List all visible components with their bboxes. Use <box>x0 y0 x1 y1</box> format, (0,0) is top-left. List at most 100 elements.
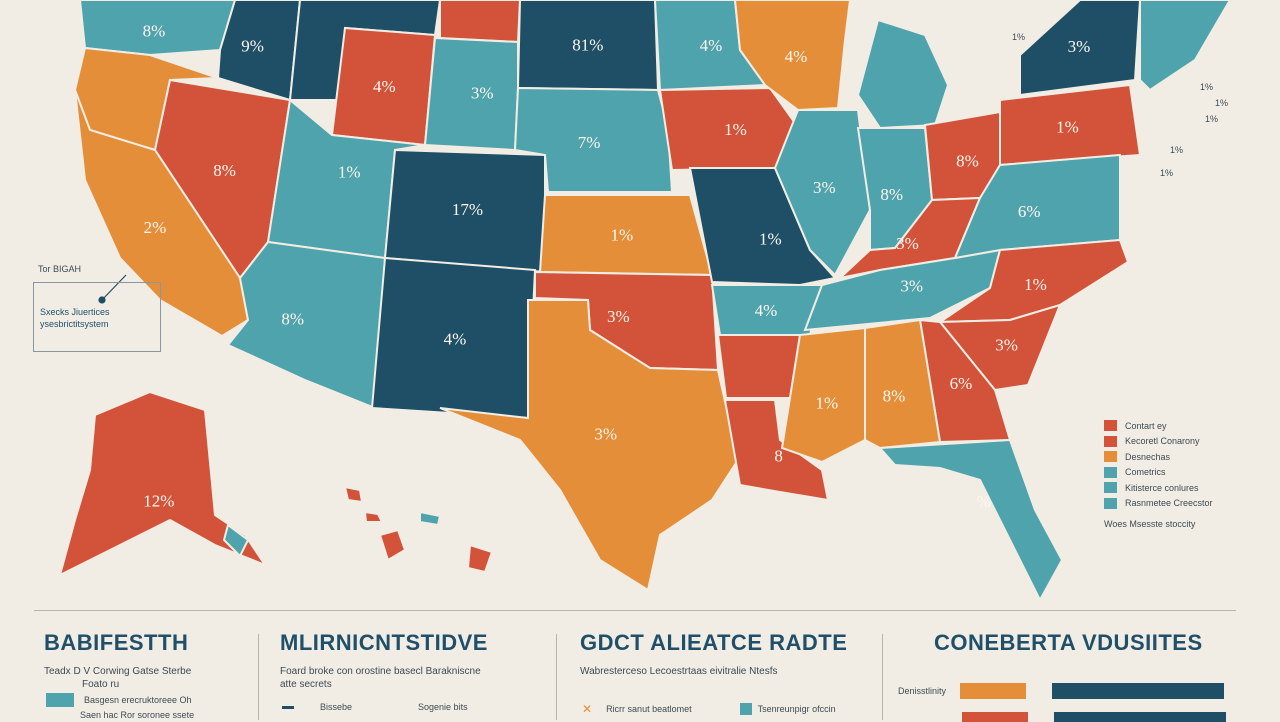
state-label-id: 9% <box>241 37 264 56</box>
state-label-ny: 3% <box>1068 37 1091 56</box>
ne-label: 1% <box>1215 98 1229 108</box>
state-label-nd: 81% <box>572 36 603 55</box>
state-ok-east[interactable] <box>716 334 802 399</box>
legend-swatch <box>1104 435 1117 447</box>
state-hi-2[interactable] <box>466 543 494 574</box>
panel-row-label: Ricrr sanut beatlomet <box>606 704 692 714</box>
state-label-ca: 2% <box>144 218 167 237</box>
state-label-ky: 3% <box>896 234 919 253</box>
red-bar <box>962 712 1028 722</box>
panel-row-label: Denisstlinity <box>898 686 947 696</box>
legend-item: Cometrics <box>1104 465 1213 481</box>
panel-row-label: Tsenreunpigr ofccin <box>757 704 836 714</box>
callout-pointer <box>98 274 127 304</box>
state-label-tn: 3% <box>900 277 923 296</box>
legend-swatch <box>1104 420 1117 432</box>
state-ms[interactable] <box>780 326 866 464</box>
legend-label: Cometrics <box>1125 467 1166 478</box>
panel-title: BABIFESTTH <box>44 630 189 655</box>
state-label-ms: 1% <box>815 394 838 413</box>
panel-row: Saen hac Ror soronee ssete <box>80 710 194 720</box>
state-label-oh: 8% <box>956 152 979 171</box>
state-label-ks: 1% <box>610 225 633 244</box>
state-label-il: 3% <box>813 178 836 197</box>
panel-title: MLIRNICNTSTIDVE <box>280 630 488 655</box>
state-la[interactable] <box>723 399 830 502</box>
state-label-wa: 8% <box>143 22 166 41</box>
state-label-co: 17% <box>452 200 483 219</box>
panel-title: CONEBERTA VDUSIITES <box>934 630 1203 655</box>
state-label-wy: 4% <box>373 77 396 96</box>
panel-row: Bissebe Sogenie bits <box>282 702 468 712</box>
panel-subtitle-2: atte secrets <box>280 679 332 690</box>
section-divider <box>34 610 1236 611</box>
state-label-ok: 3% <box>607 307 630 326</box>
ne-label: 1% <box>1200 82 1214 92</box>
info-panel-1: BABIFESTTH Teadx D V Corwing Gatse Sterb… <box>44 630 254 720</box>
state-label-ak: 12% <box>143 492 174 511</box>
ne-label: 1% <box>1012 32 1026 42</box>
legend-label: Kecoretl Conarony <box>1125 436 1200 447</box>
legend-item: Contart ey <box>1104 418 1213 434</box>
state-label-az: 8% <box>281 310 304 329</box>
state-ca[interactable] <box>74 89 250 338</box>
legend-item: Rasnmetee Creecstor <box>1104 496 1213 512</box>
cross-icon: ✕ <box>582 702 593 716</box>
legend-label: Rasnmetee Creecstor <box>1125 498 1213 509</box>
state-pa[interactable] <box>999 83 1142 167</box>
panel-row: ✕ Ricrr sanut beatlomet Tsenreunpigr ofc… <box>582 702 836 716</box>
legend-swatch <box>1104 466 1117 478</box>
map-legend: Contart ey Kecoretl Conarony Desnechas C… <box>1104 418 1213 529</box>
teal-square-icon <box>739 703 752 715</box>
legend-item: Kecoretl Conarony <box>1104 434 1213 450</box>
state-label-fl: % <box>977 492 991 511</box>
callout-line: ysesbrictitsystem <box>40 319 109 329</box>
state-label-sc: 3% <box>995 335 1018 354</box>
state-hi-4[interactable] <box>363 510 384 523</box>
state-ne-top[interactable] <box>1139 0 1232 92</box>
state-hi-1[interactable] <box>378 528 407 562</box>
state-tx[interactable] <box>439 299 740 592</box>
info-panel-3: GDCT ALIEATCE RADTE Wabresterceso Lecoes… <box>580 630 870 720</box>
state-label-ia: 1% <box>724 120 747 139</box>
state-wa[interactable] <box>78 0 237 57</box>
panel-subtitle-2: Foato ru <box>82 679 120 690</box>
teal-swatch <box>46 693 74 707</box>
state-ny[interactable] <box>1019 0 1142 97</box>
state-il[interactable] <box>773 109 872 277</box>
state-hi-3[interactable] <box>343 485 364 504</box>
state-label-nm: 4% <box>444 330 467 349</box>
panel-row-label: Sogenie bits <box>418 702 468 712</box>
legend-label: Contart ey <box>1125 420 1167 431</box>
state-sd-west[interactable] <box>439 0 522 44</box>
panel-row <box>962 712 1226 722</box>
state-hi-5[interactable] <box>419 510 442 527</box>
state-label-va: 6% <box>1018 202 1041 221</box>
panel-row: Denisstlinity <box>898 683 1225 699</box>
state-label-ne: 7% <box>578 133 601 152</box>
state-mi[interactable] <box>856 18 950 130</box>
state-ak[interactable] <box>58 390 268 577</box>
panel-row: Basgesn erecruktoreee Oh <box>46 693 192 707</box>
orange-bar <box>960 683 1027 699</box>
state-label-mn: 4% <box>700 36 723 55</box>
state-ne[interactable] <box>513 86 674 193</box>
legend-swatch <box>1104 451 1117 463</box>
state-label-ut: 1% <box>338 163 361 182</box>
callout-text: Sxecks Jiuertices ysesbrictitsystem <box>40 306 110 330</box>
ne-label: 1% <box>1170 145 1184 155</box>
dash-icon <box>282 705 294 709</box>
panel-subtitle: Teadx D V Corwing Gatse Sterbe <box>44 666 192 677</box>
state-label-al: 8% <box>883 387 906 406</box>
legend-label: Kitisterce conlures <box>1125 482 1199 493</box>
state-label-la: 8 <box>774 446 783 465</box>
state-az[interactable] <box>226 240 387 410</box>
navy-bar <box>1054 712 1226 722</box>
state-id[interactable] <box>216 0 302 102</box>
state-fl[interactable] <box>877 438 1064 603</box>
callout-title: Tor BIGAH <box>38 264 82 274</box>
state-hi-6[interactable] <box>222 523 250 558</box>
state-label-nv: 8% <box>213 161 236 180</box>
state-label-tx: 3% <box>594 425 617 444</box>
